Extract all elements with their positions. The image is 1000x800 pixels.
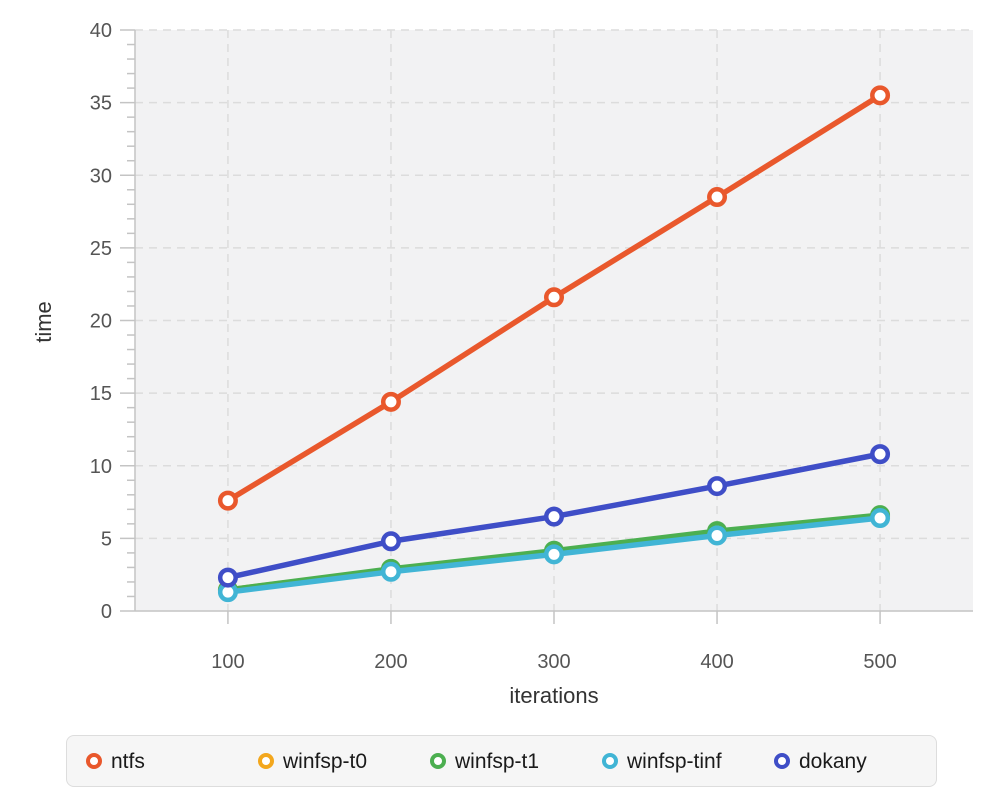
- data-point-dokany: [870, 444, 891, 465]
- data-point-winfsp-tinf: [380, 561, 401, 582]
- y-tick-label: 10: [90, 456, 112, 478]
- y-tick-label: 15: [90, 383, 112, 405]
- data-point-ntfs: [707, 187, 728, 208]
- legend-marker-icon: [774, 753, 790, 769]
- y-tick-label: 5: [101, 528, 112, 550]
- legend-item-dokany[interactable]: dokany: [774, 751, 867, 772]
- y-tick-label: 30: [90, 165, 112, 187]
- legend-item-ntfs[interactable]: ntfs: [86, 751, 258, 772]
- legend-label: ntfs: [111, 749, 145, 773]
- data-point-ntfs: [217, 490, 238, 511]
- chart-legend: ntfs winfsp-t0 winfsp-t1 winfsp-tinf dokany: [66, 735, 937, 787]
- legend-marker-icon: [602, 753, 618, 769]
- data-point-dokany: [380, 531, 401, 552]
- x-tick-label: 200: [374, 651, 407, 673]
- x-tick-label: 100: [211, 651, 244, 673]
- legend-item-winfsp-tinf[interactable]: winfsp-tinf: [602, 751, 774, 772]
- legend-marker-icon: [430, 753, 446, 769]
- y-tick-label: 40: [90, 20, 112, 42]
- data-point-winfsp-tinf: [544, 544, 564, 565]
- data-point-winfsp-tinf: [707, 525, 728, 546]
- legend-item-winfsp-t1[interactable]: winfsp-t1: [430, 751, 602, 772]
- data-point-dokany: [217, 567, 238, 588]
- y-tick-label: 0: [101, 601, 112, 623]
- data-point-winfsp-tinf: [870, 508, 891, 529]
- legend-marker-icon: [86, 753, 102, 769]
- x-tick-label: 500: [863, 651, 896, 673]
- legend-label: winfsp-t0: [283, 749, 368, 773]
- y-tick-label: 25: [90, 238, 112, 260]
- legend-label: winfsp-tinf: [627, 749, 722, 773]
- data-point-dokany: [707, 476, 728, 497]
- x-tick-label: 400: [700, 651, 733, 673]
- x-axis-title: iterations: [509, 683, 599, 708]
- data-point-dokany: [544, 506, 564, 527]
- legend-marker-icon: [258, 753, 274, 769]
- y-tick-label: 20: [90, 311, 112, 333]
- data-point-ntfs: [544, 287, 564, 308]
- x-tick-label: 300: [537, 651, 570, 673]
- legend-label: dokany: [799, 749, 867, 773]
- y-axis-title: time: [31, 301, 56, 343]
- data-point-ntfs: [380, 391, 401, 412]
- data-point-ntfs: [870, 85, 891, 106]
- legend-label: winfsp-t1: [455, 749, 540, 773]
- y-tick-label: 35: [90, 93, 112, 115]
- legend-item-winfsp-t0[interactable]: winfsp-t0: [258, 751, 430, 772]
